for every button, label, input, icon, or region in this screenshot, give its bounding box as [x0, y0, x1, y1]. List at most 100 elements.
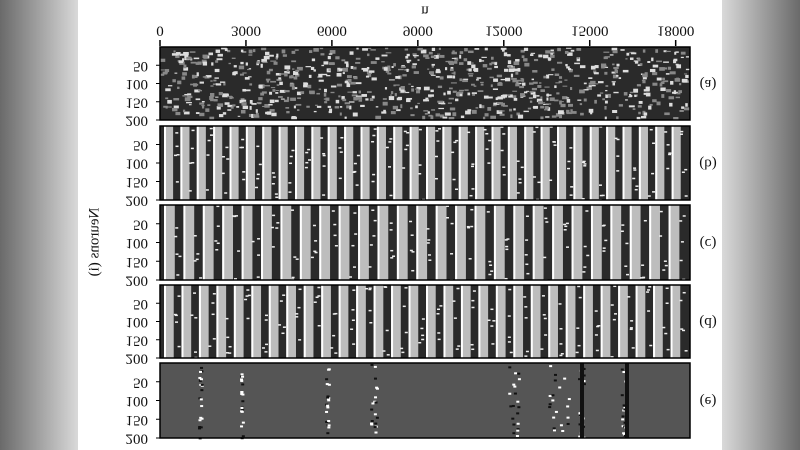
noise	[183, 111, 190, 115]
stripe-edge	[455, 205, 458, 280]
noise	[636, 116, 641, 120]
spike	[403, 130, 407, 133]
noise	[642, 75, 647, 80]
spike	[525, 350, 529, 353]
stripe	[443, 285, 454, 358]
spike	[371, 209, 375, 211]
spike	[652, 142, 656, 145]
noise	[437, 85, 443, 89]
spike	[196, 253, 200, 255]
noise	[613, 66, 619, 70]
noise	[680, 56, 684, 59]
burst	[548, 406, 552, 409]
spike	[173, 313, 177, 316]
noise	[296, 66, 303, 70]
noise	[603, 51, 610, 53]
spike	[665, 287, 669, 290]
noise	[316, 105, 322, 108]
noise	[160, 69, 165, 71]
spike	[418, 341, 422, 344]
spike	[559, 328, 563, 330]
noise	[675, 96, 680, 99]
spike	[368, 287, 372, 289]
stripe-edge	[286, 285, 289, 358]
spike	[246, 317, 250, 320]
spike	[666, 167, 670, 170]
spike	[455, 348, 459, 350]
spike	[507, 315, 511, 317]
spike	[418, 164, 422, 166]
noise	[548, 74, 554, 76]
burst	[241, 393, 245, 396]
noise	[342, 67, 348, 72]
noise	[390, 94, 393, 96]
spike	[293, 256, 297, 258]
noise	[391, 66, 394, 69]
noise	[408, 83, 411, 85]
noise	[279, 73, 285, 75]
stripe	[299, 205, 311, 280]
noise	[612, 110, 618, 113]
spike	[271, 172, 275, 174]
noise	[609, 54, 614, 56]
spike	[276, 222, 280, 224]
noise	[603, 56, 608, 60]
stripe-edge	[295, 126, 297, 200]
noise	[199, 112, 205, 117]
spike	[355, 184, 359, 186]
stripe-edge	[426, 126, 428, 200]
noise	[326, 75, 331, 77]
spike	[406, 132, 410, 134]
noise	[501, 102, 505, 107]
noise	[355, 61, 361, 64]
noise	[675, 51, 679, 53]
spike	[450, 253, 454, 255]
spike	[439, 305, 443, 307]
spike	[471, 163, 475, 165]
noise	[464, 47, 468, 52]
spike	[666, 348, 670, 351]
burst	[200, 383, 204, 386]
noise	[450, 66, 454, 70]
noise	[179, 61, 185, 65]
noise	[349, 51, 354, 55]
spike	[647, 310, 651, 312]
noise	[184, 93, 189, 96]
noise	[247, 68, 251, 71]
noise	[400, 85, 405, 90]
noise	[286, 110, 290, 114]
noise	[241, 99, 247, 102]
spike	[372, 134, 376, 137]
stripe	[455, 205, 466, 280]
noise	[430, 89, 434, 93]
spike	[426, 228, 430, 230]
noise	[411, 85, 414, 88]
noise	[216, 106, 221, 110]
noise	[216, 58, 223, 61]
stripe	[268, 285, 279, 358]
stripe	[557, 126, 567, 200]
noise	[520, 93, 525, 97]
spike	[258, 163, 262, 166]
spike	[565, 222, 569, 225]
noise	[604, 105, 607, 110]
noise	[647, 61, 651, 63]
noise	[520, 78, 523, 80]
noise	[459, 78, 462, 82]
y-tick-label: 100	[126, 76, 149, 92]
stripe	[629, 205, 641, 280]
spike	[388, 141, 392, 143]
noise	[342, 98, 347, 102]
noise	[400, 104, 403, 109]
burst	[516, 429, 520, 432]
noise	[352, 112, 358, 117]
spike	[298, 288, 302, 291]
spike	[275, 196, 279, 199]
spike	[209, 127, 213, 130]
stripe	[321, 285, 331, 358]
noise	[642, 49, 646, 53]
spike	[191, 162, 195, 164]
spike	[581, 161, 585, 164]
stripe-edge	[222, 205, 225, 280]
spike	[228, 345, 232, 348]
